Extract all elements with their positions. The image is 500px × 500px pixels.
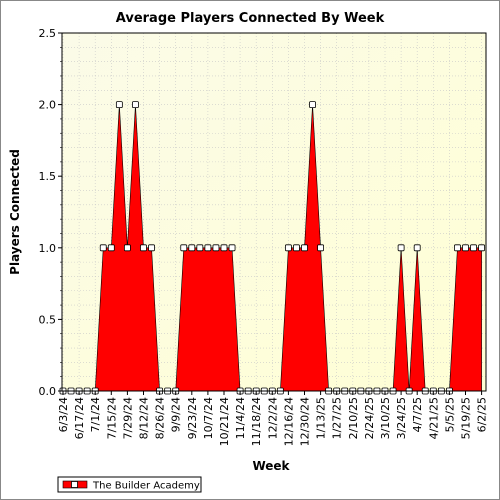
y-tick-label: 2.5 <box>39 27 57 40</box>
data-point <box>454 244 461 252</box>
x-tick-label: 3/24/25 <box>395 397 408 439</box>
data-point <box>317 244 325 252</box>
x-tick-label: 2/10/25 <box>347 397 360 439</box>
x-tick-label: 11/4/24 <box>234 397 247 439</box>
data-point <box>470 244 477 252</box>
x-tick-label: 7/1/24 <box>89 397 102 432</box>
x-tick-label: 4/7/25 <box>411 397 424 432</box>
y-tick-label: 1.0 <box>39 242 57 255</box>
y-tick-label: 0.0 <box>39 385 57 398</box>
legend-label: The Builder Academy <box>92 481 200 492</box>
data-point <box>180 244 188 252</box>
x-tick-label: 7/15/24 <box>105 397 118 439</box>
x-tick-label: 7/29/24 <box>121 397 134 439</box>
x-tick-label: 8/26/24 <box>154 397 167 439</box>
data-point <box>413 244 421 252</box>
axes: 0.0 0.5 1.0 1.5 2.0 2.5 6/3/24 6/17/24 7/1/24 7/1… <box>39 27 489 446</box>
x-tick-label: 1/13/25 <box>315 397 328 439</box>
data-point <box>478 244 486 252</box>
x-tick-label: 9/9/24 <box>170 397 183 432</box>
plot-border <box>61 32 487 392</box>
x-tick-label: 5/5/25 <box>443 397 456 432</box>
x-tick-label: 12/30/24 <box>299 397 312 446</box>
x-tick-label: 10/7/24 <box>202 397 215 439</box>
data-point <box>397 244 405 252</box>
data-point <box>132 101 139 108</box>
x-tick-label: 9/23/24 <box>186 397 199 439</box>
y-tick-label: 1.5 <box>39 170 57 183</box>
legend-box <box>57 476 202 493</box>
legend: The Builder Academy <box>57 476 202 493</box>
x-tick-label: 1/27/25 <box>331 397 344 439</box>
data-point <box>212 244 220 252</box>
x-tick-label: 6/2/25 <box>476 397 489 432</box>
data-point <box>148 244 155 252</box>
data-point <box>284 244 292 252</box>
data-point <box>220 244 228 252</box>
data-point <box>309 101 316 108</box>
data-point <box>293 244 300 252</box>
y-tick-label: 0.5 <box>39 313 57 326</box>
data-point <box>115 101 123 108</box>
data-point <box>196 244 204 252</box>
data-point <box>99 244 107 252</box>
data-point <box>462 244 469 252</box>
legend-marker-icon <box>71 481 78 488</box>
x-tick-label: 6/3/24 <box>57 397 70 432</box>
x-tick-label: 5/19/25 <box>460 397 473 439</box>
x-tick-label: 12/16/24 <box>282 397 295 446</box>
data-point <box>188 244 196 252</box>
data-point <box>140 244 147 252</box>
x-tick-label: 4/21/25 <box>427 397 440 439</box>
x-tick-label: 8/12/24 <box>138 397 151 439</box>
data-point <box>301 244 308 252</box>
chart-title: Average Players Connected By Week <box>116 11 385 26</box>
data-point <box>124 244 131 252</box>
y-axis-label: Players Connected <box>8 149 22 275</box>
y-tick-label: 2.0 <box>39 99 57 112</box>
x-tick-label: 6/17/24 <box>73 397 86 439</box>
x-tick-label: 11/18/24 <box>250 397 263 446</box>
x-tick-label: 10/21/24 <box>218 397 231 446</box>
data-point <box>107 244 115 252</box>
data-point <box>228 244 236 252</box>
x-axis-label: Week <box>252 459 290 473</box>
x-tick-label: 2/24/25 <box>363 397 376 439</box>
x-tick-label: 12/2/24 <box>266 397 279 439</box>
data-point <box>204 244 212 252</box>
x-tick-label: 3/10/25 <box>379 397 392 439</box>
